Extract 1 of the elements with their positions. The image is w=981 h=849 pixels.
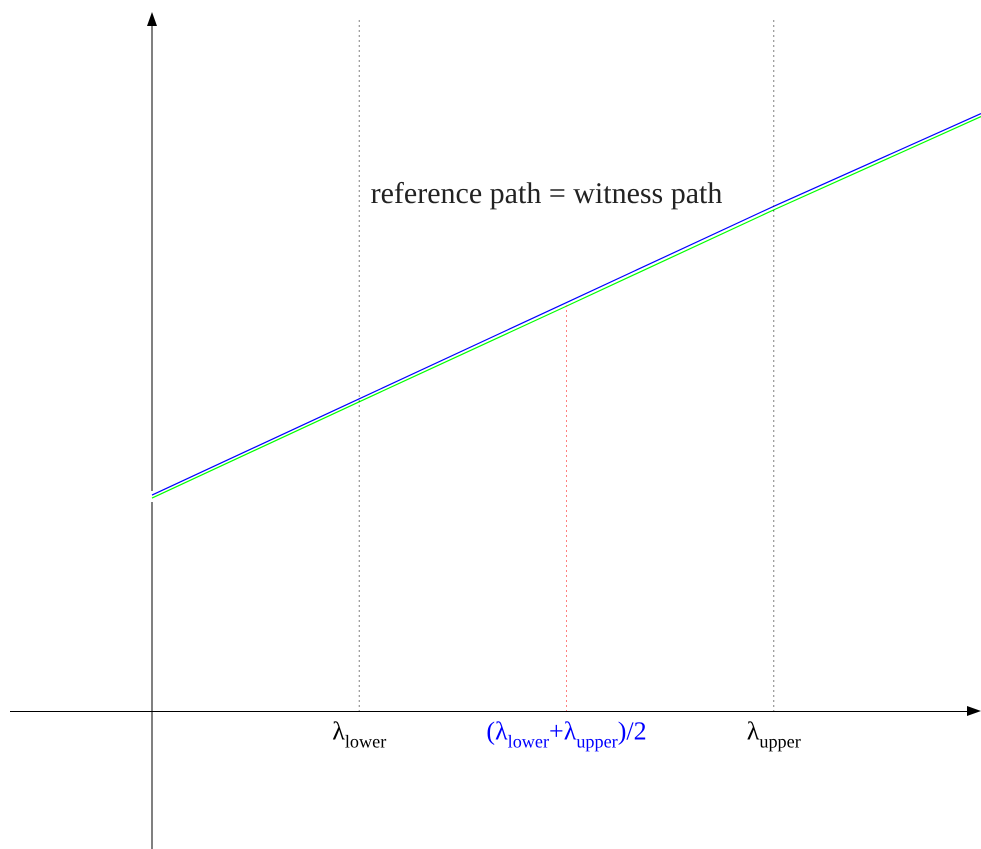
annotation: reference path = witness path [370,177,722,210]
